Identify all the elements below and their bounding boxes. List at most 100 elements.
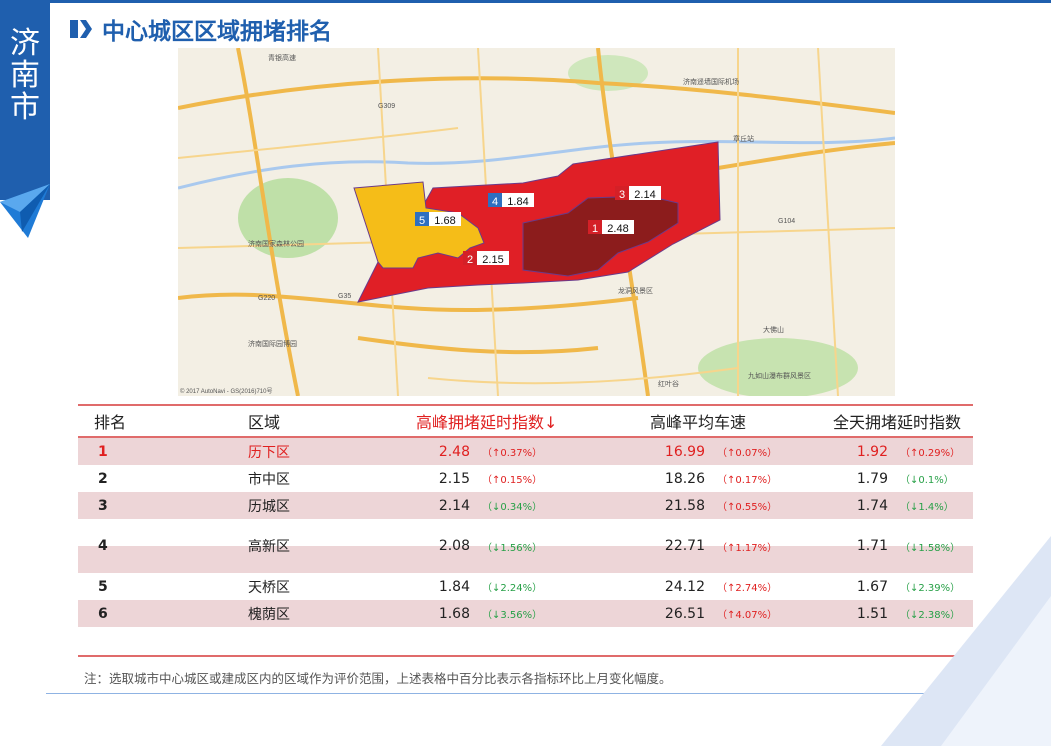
area: 历城区 (248, 498, 290, 515)
svg-text:G35: G35 (338, 293, 351, 300)
map-river (178, 136, 895, 190)
page-title: 中心城区区域拥堵排名 (102, 19, 332, 45)
svg-text:© 2017 AutoNavi - GS(2016)710号: © 2017 AutoNavi - GS(2016)710号 (180, 388, 272, 395)
svg-text:章丘站: 章丘站 (733, 134, 754, 143)
table-row: 1 历下区 2.48 （↑0.37%） 16.99 （↑0.07%） 1.92 （↑0… (78, 438, 973, 465)
speed-change: （↑4.07%） (717, 610, 778, 621)
svg-text:2: 2 (467, 254, 473, 266)
speed-value: 26.51 (664, 605, 705, 622)
area: 槐荫区 (248, 606, 290, 623)
svg-text:红叶谷: 红叶谷 (658, 379, 679, 388)
speed-cell: 21.58 （↑0.55%） (650, 492, 777, 519)
peak-value: 1.84 (438, 578, 470, 595)
svg-text:1: 1 (592, 223, 598, 235)
speed-value: 22.71 (664, 538, 705, 554)
area: 高新区 (248, 539, 290, 555)
allday-change: （↓2.39%） (900, 583, 961, 594)
svg-text:G104: G104 (778, 218, 795, 225)
peak-value: 2.48 (438, 443, 470, 460)
peak-change: （↓3.56%） (482, 610, 543, 621)
svg-text:济南遥墙国际机场: 济南遥墙国际机场 (683, 77, 739, 86)
allday-change: （↑0.29%） (900, 448, 961, 459)
speed-change: （↑2.74%） (717, 583, 778, 594)
rank: 1 (98, 443, 108, 460)
area: 历下区 (248, 444, 290, 461)
top-rule (50, 0, 1051, 3)
allday-change: （↓1.58%） (900, 542, 961, 554)
speed-value: 21.58 (664, 497, 705, 514)
map-place-labels: 青银高速 G309 济南遥墙国际机场 章丘站 济南国家森林公园 济南国际园博园 … (180, 53, 811, 395)
peak-change: （↑0.37%） (482, 448, 543, 459)
rank: 6 (98, 605, 108, 622)
speed-change: （↑0.55%） (717, 502, 778, 513)
peak-value: 2.08 (438, 538, 470, 554)
speed-cell: 26.51 （↑4.07%） (650, 600, 777, 627)
table-row: 5 天桥区 1.84 （↓2.24%） 24.12 （↑2.74%） 1.67 （↓2… (78, 573, 973, 600)
page-heading: 中心城区区域拥堵排名 (70, 12, 332, 46)
ranking-table: 排名 区域 高峰拥堵延时指数↓ 高峰平均车速 全天拥堵延时指数 1 历下区 2.… (78, 404, 973, 657)
allday-value: 1.51 (856, 605, 888, 622)
footnote: 注：选取城市中心城区或建成区内的区域作为评价范围，上述表格中百分比表示各指标环比… (84, 671, 672, 686)
table-row: 2 市中区 2.15 （↑0.15%） 18.26 （↑0.17%） 1.79 （↓0… (78, 465, 973, 492)
svg-text:九如山瀑布群风景区: 九如山瀑布群风景区 (748, 371, 811, 380)
svg-text:济南国家森林公园: 济南国家森林公园 (248, 239, 304, 248)
speed-change: （↑1.17%） (717, 542, 778, 554)
svg-text:2.15: 2.15 (482, 254, 503, 266)
map-label-3: 3 2.14 (615, 186, 661, 201)
peak-value: 2.14 (438, 497, 470, 514)
map-label-4: 4 1.84 (488, 193, 534, 208)
peak-change: （↓1.56%） (482, 542, 543, 554)
allday-value: 1.74 (856, 497, 888, 514)
map-label-5: 5 1.68 (415, 212, 461, 227)
svg-text:2.14: 2.14 (634, 189, 655, 201)
peak-cell: 2.08 （↓1.56%） (415, 519, 542, 573)
speed-change: （↑0.07%） (717, 448, 778, 459)
speed-cell: 22.71 （↑1.17%） (650, 519, 777, 573)
peak-value: 2.15 (438, 470, 470, 487)
peak-change: （↓0.34%） (482, 502, 543, 513)
allday-cell: 1.71 （↓1.58%） (833, 519, 960, 573)
sidebar-band: 济南市 (0, 0, 50, 200)
speed-cell: 24.12 （↑2.74%） (650, 573, 777, 600)
area: 天桥区 (248, 579, 290, 596)
svg-text:大佛山: 大佛山 (763, 325, 784, 334)
allday-cell: 1.51 （↓2.38%） (833, 600, 960, 627)
allday-change: （↓1.4%） (900, 502, 954, 513)
peak-cell: 2.48 （↑0.37%） (415, 438, 542, 465)
speed-cell: 16.99 （↑0.07%） (650, 438, 777, 465)
speed-value: 16.99 (664, 443, 705, 460)
svg-text:济南国际园博园: 济南国际园博园 (248, 339, 297, 348)
table-bottom-rule (78, 655, 973, 657)
table-row: 4 高新区 2.08 （↓1.56%） 22.71 （↑1.17%） 1.71 （↓1… (78, 519, 973, 573)
peak-value: 1.68 (438, 605, 470, 622)
allday-change: （↓2.38%） (900, 610, 961, 621)
allday-value: 1.92 (856, 443, 888, 460)
speed-value: 18.26 (664, 470, 705, 487)
rank: 3 (98, 497, 108, 514)
rank: 5 (98, 578, 108, 595)
peak-cell: 1.84 （↓2.24%） (415, 573, 542, 600)
speed-change: （↑0.17%） (717, 475, 778, 486)
rank: 4 (98, 538, 108, 554)
header-allday-index: 全天拥堵延时指数 (833, 413, 962, 432)
svg-text:G309: G309 (378, 103, 395, 110)
double-chevron-icon (70, 20, 92, 38)
svg-text:龙洞风景区: 龙洞风景区 (618, 286, 653, 295)
header-peak-index[interactable]: 高峰拥堵延时指数↓ (416, 413, 558, 432)
corner-decoration (881, 536, 1051, 746)
map-label-2: 2 2.15 (463, 251, 509, 266)
allday-cell: 1.74 （↓1.4%） (833, 492, 954, 519)
district-severe (522, 195, 679, 277)
svg-text:青银高速: 青银高速 (268, 53, 296, 62)
svg-text:1.68: 1.68 (434, 215, 455, 227)
peak-cell: 1.68 （↓3.56%） (415, 600, 542, 627)
city-name: 济南市 (10, 26, 40, 125)
allday-cell: 1.79 （↓0.1%） (833, 465, 954, 492)
svg-text:1.84: 1.84 (507, 196, 528, 208)
header-peak-speed: 高峰平均车速 (650, 413, 747, 432)
svg-text:5: 5 (419, 215, 425, 227)
table-row: 3 历城区 2.14 （↓0.34%） 21.58 （↑0.55%） 1.74 （↓1… (78, 492, 973, 519)
header-area: 区域 (248, 413, 281, 432)
header-rank: 排名 (94, 413, 127, 432)
allday-value: 1.71 (856, 538, 888, 554)
